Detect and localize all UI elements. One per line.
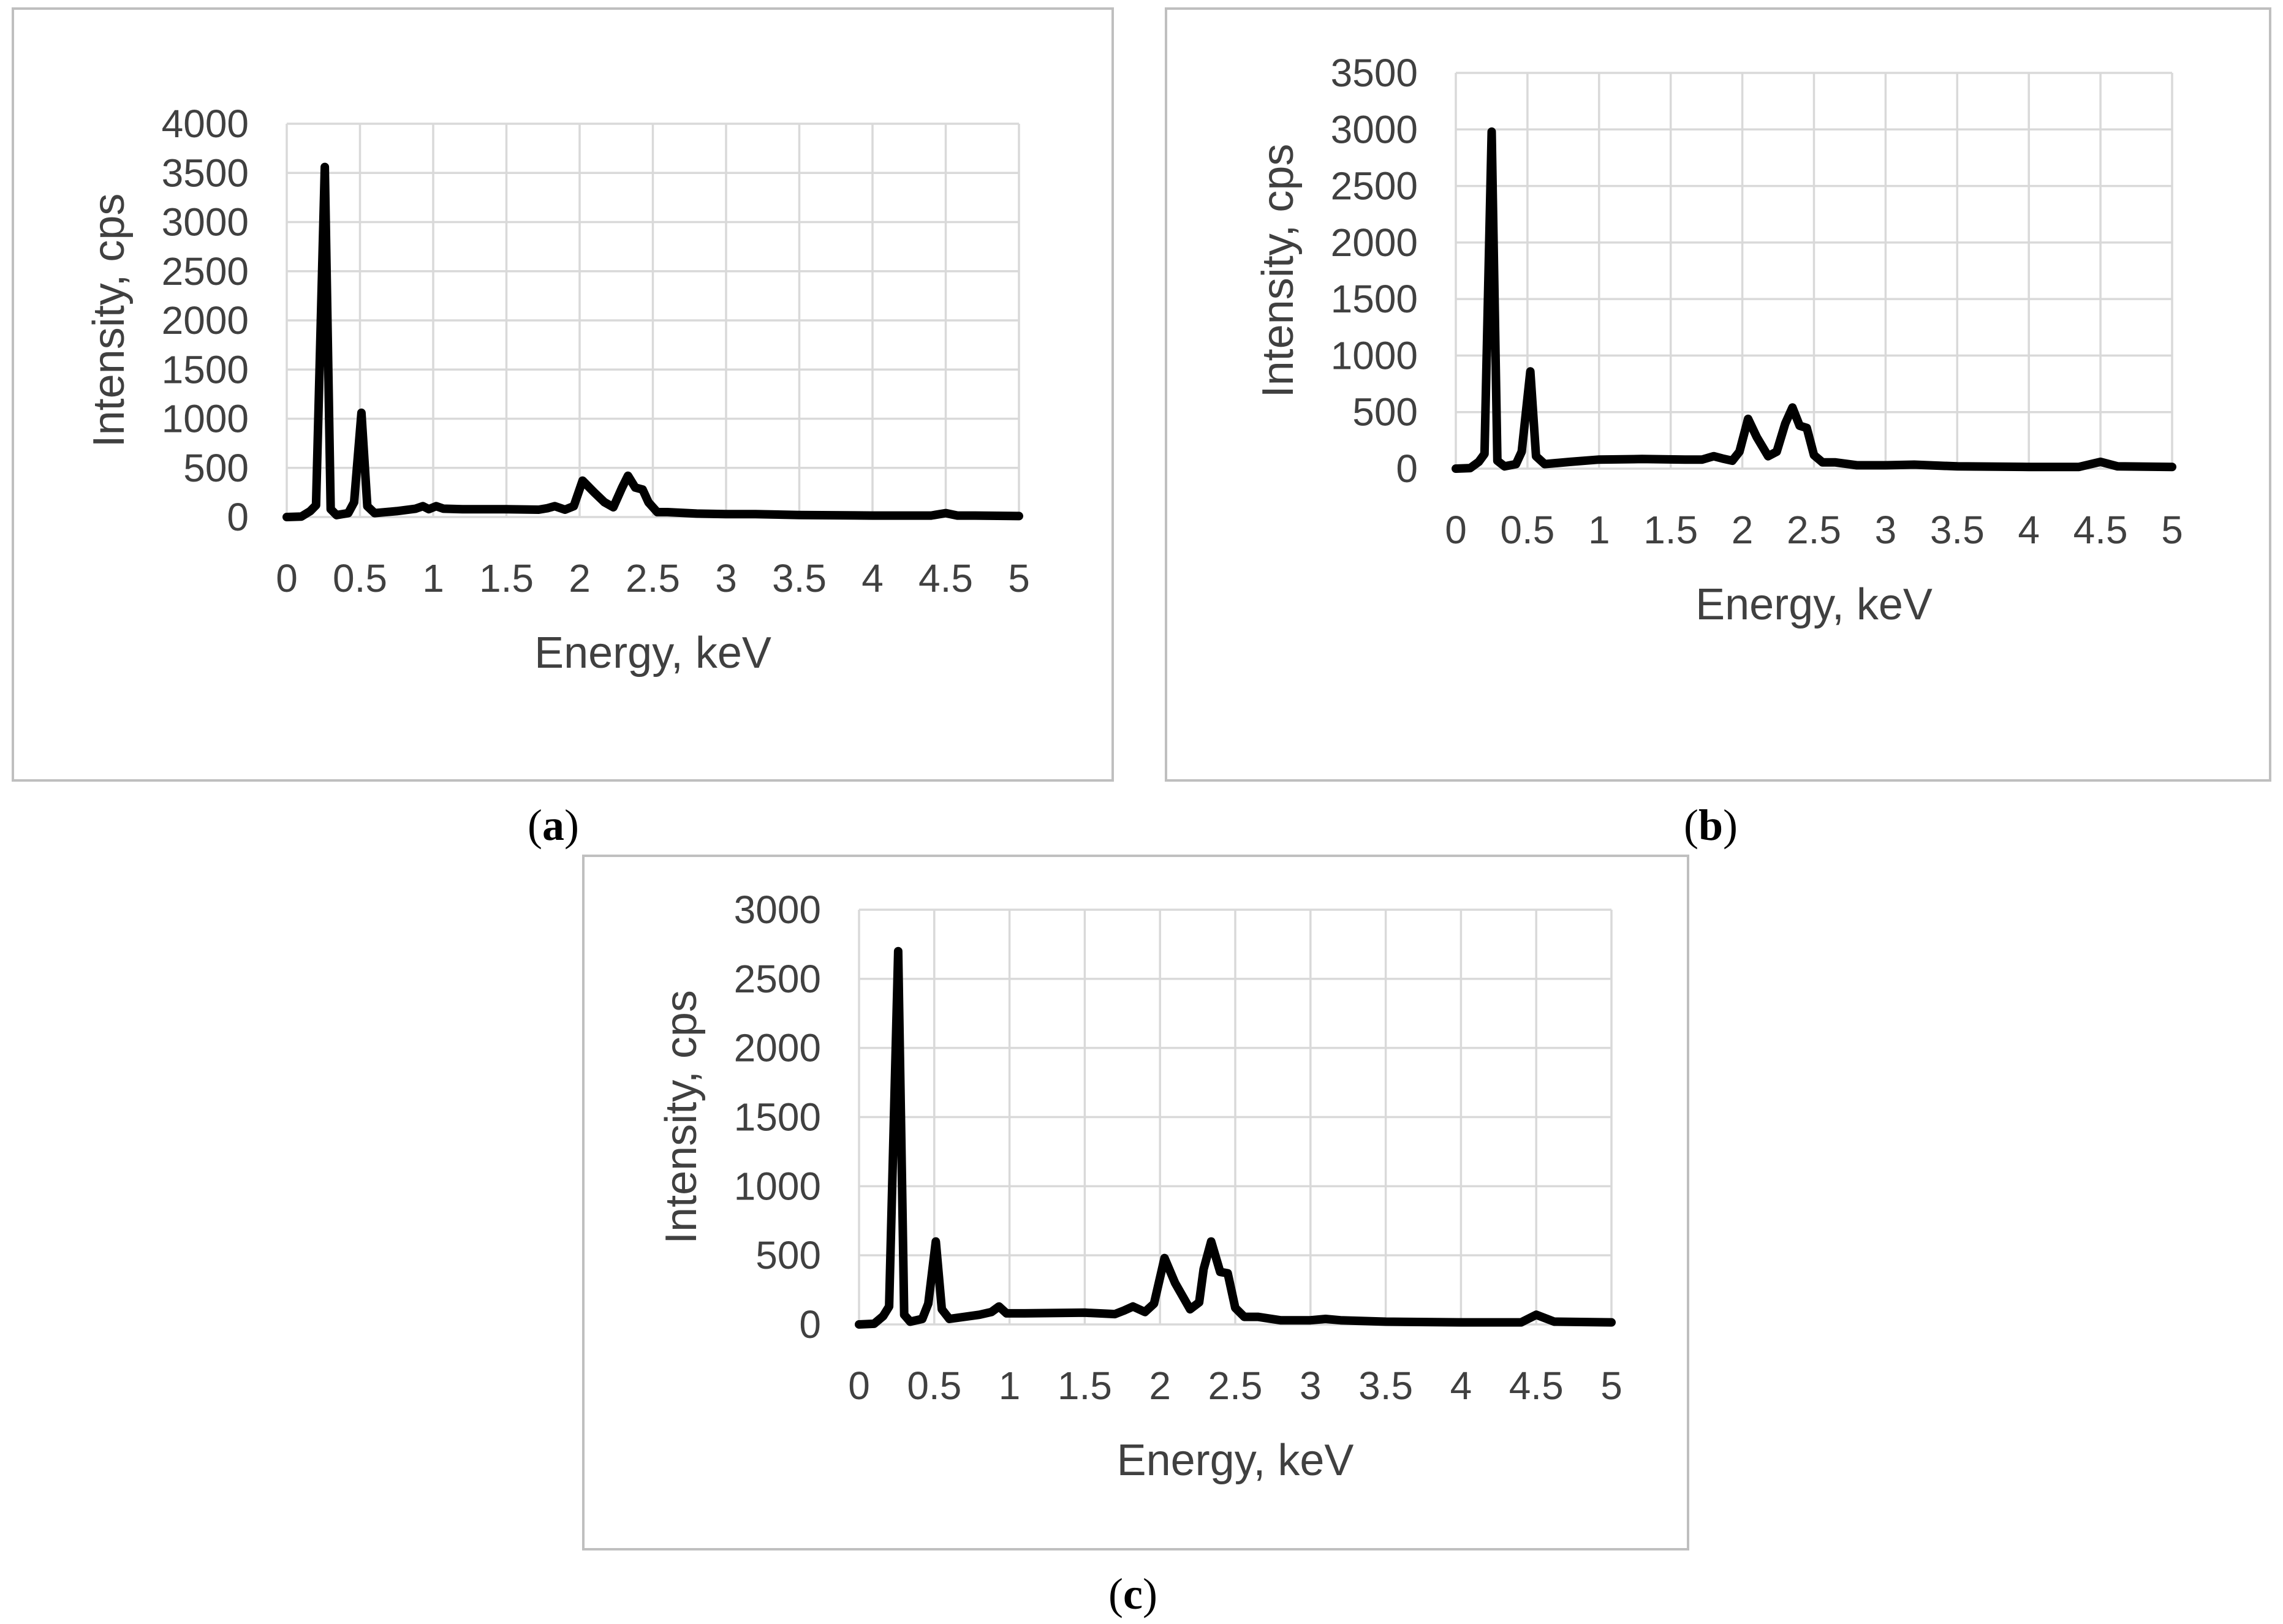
y-tick-label: 500: [755, 1233, 821, 1277]
y-tick-label: 500: [1352, 390, 1418, 434]
gridlines: [858, 908, 1613, 1326]
x-tick-label: 1.5: [1643, 508, 1698, 552]
y-tick-label: 500: [183, 446, 249, 490]
caption-close: ): [1142, 1569, 1157, 1618]
gridlines: [286, 123, 1020, 518]
y-tick-label: 0: [799, 1302, 821, 1346]
caption-open: (: [1108, 1569, 1124, 1618]
caption-label: a: [542, 801, 564, 850]
y-tick-label: 0: [227, 495, 249, 539]
y-tick-label: 2500: [1331, 164, 1418, 208]
x-tick-label: 2: [1732, 508, 1754, 552]
gridlines: [1455, 72, 2173, 470]
y-tick-label: 2000: [1331, 221, 1418, 265]
chart-b-plot: 0 500 1000 1500 2000 2500 3000 3500 0 0.5 1 1.5 2 2.5…: [1254, 51, 2183, 629]
x-tick-label: 1: [422, 556, 444, 600]
spectrum-line: [855, 946, 1616, 1329]
y-tick-label: 3000: [734, 888, 821, 932]
x-tick-label: 1: [999, 1364, 1021, 1408]
y-tick-label: 3000: [162, 200, 249, 244]
caption-label: b: [1698, 801, 1724, 850]
x-tick-label: 3: [1875, 508, 1897, 552]
x-axis-title: Energy, keV: [1117, 1436, 1354, 1485]
x-tick-label: 4: [1450, 1364, 1472, 1408]
caption-a: (a): [461, 799, 645, 851]
chart-a-plot: 0 500 1000 1500 2000 2500 3000 3500 4000 0 0.5 1 1.5…: [85, 102, 1030, 678]
x-tick-label: 5: [1600, 1364, 1622, 1408]
x-tick-label: 3: [715, 556, 737, 600]
x-tick-label: 4.5: [2073, 508, 2128, 552]
y-axis-title: Intensity, cps: [1254, 144, 1303, 398]
caption-open: (: [1683, 801, 1698, 850]
x-tick-label: 2.5: [626, 556, 680, 600]
y-tick-label: 3500: [1331, 51, 1418, 95]
y-tick-label: 4000: [162, 102, 249, 146]
spectrum-line: [1452, 127, 2176, 473]
chart-panel-c: 0 500 1000 1500 2000 2500 3000 0 0.5 1 1.5 2 2.5 3 3.5…: [582, 855, 1689, 1550]
y-tick-label: 2500: [162, 249, 249, 293]
x-tick-label: 0: [1445, 508, 1467, 552]
x-axis-title: Energy, keV: [1695, 580, 1933, 629]
caption-close: ): [564, 801, 579, 850]
y-tick-label: 2500: [734, 957, 821, 1001]
caption-close: ): [1723, 801, 1738, 850]
y-tick-label: 0: [1396, 447, 1418, 491]
x-tick-label: 5: [1008, 556, 1030, 600]
x-tick-label: 5: [2161, 508, 2183, 552]
x-tick-label: 4.5: [1509, 1364, 1564, 1408]
x-tick-label: 0: [848, 1364, 870, 1408]
chart-panel-a: 0 500 1000 1500 2000 2500 3000 3500 4000 0 0.5 1 1.5…: [12, 7, 1114, 782]
x-tick-label: 0.5: [1500, 508, 1554, 552]
y-tick-label: 1500: [1331, 277, 1418, 321]
y-axis-title: Intensity, cps: [657, 990, 706, 1244]
chart-c-plot: 0 500 1000 1500 2000 2500 3000 0 0.5 1 1.5 2 2.5 3 3.5…: [657, 888, 1622, 1485]
x-tick-label: 2: [569, 556, 591, 600]
y-tick-label: 1500: [734, 1095, 821, 1139]
x-tick-label: 1: [1588, 508, 1610, 552]
y-tick-label: 3500: [162, 151, 249, 195]
caption-c: (c): [1041, 1568, 1225, 1620]
caption-b: (b): [1619, 799, 1803, 851]
x-tick-label: 4.5: [918, 556, 973, 600]
x-tick-label: 4: [2018, 508, 2040, 552]
y-tick-label: 2000: [734, 1026, 821, 1070]
y-tick-label: 1000: [162, 397, 249, 441]
x-tick-label: 1.5: [1058, 1364, 1112, 1408]
x-tick-label: 3.5: [1930, 508, 1985, 552]
caption-open: (: [528, 801, 542, 850]
x-axis-title: Energy, keV: [534, 629, 771, 678]
spectrum-line: [282, 162, 1023, 521]
y-tick-label: 1500: [162, 347, 249, 391]
y-tick-label: 3000: [1331, 107, 1418, 151]
caption-label: c: [1123, 1569, 1143, 1618]
x-tick-label: 2: [1149, 1364, 1171, 1408]
x-tick-label: 0.5: [907, 1364, 961, 1408]
chart-panel-b: 0 500 1000 1500 2000 2500 3000 3500 0 0.5 1 1.5 2 2.5…: [1165, 7, 2271, 782]
x-tick-label: 2.5: [1208, 1364, 1263, 1408]
x-tick-label: 3: [1300, 1364, 1322, 1408]
x-tick-label: 0: [276, 556, 298, 600]
x-tick-label: 3.5: [772, 556, 827, 600]
x-tick-label: 1.5: [479, 556, 534, 600]
y-axis-title: Intensity, cps: [85, 194, 134, 448]
x-tick-label: 4: [861, 556, 884, 600]
x-tick-label: 0.5: [333, 556, 387, 600]
x-tick-label: 3.5: [1358, 1364, 1413, 1408]
y-tick-label: 1000: [734, 1164, 821, 1208]
y-tick-label: 1000: [1331, 333, 1418, 377]
x-tick-label: 2.5: [1787, 508, 1841, 552]
y-tick-label: 2000: [162, 298, 249, 342]
